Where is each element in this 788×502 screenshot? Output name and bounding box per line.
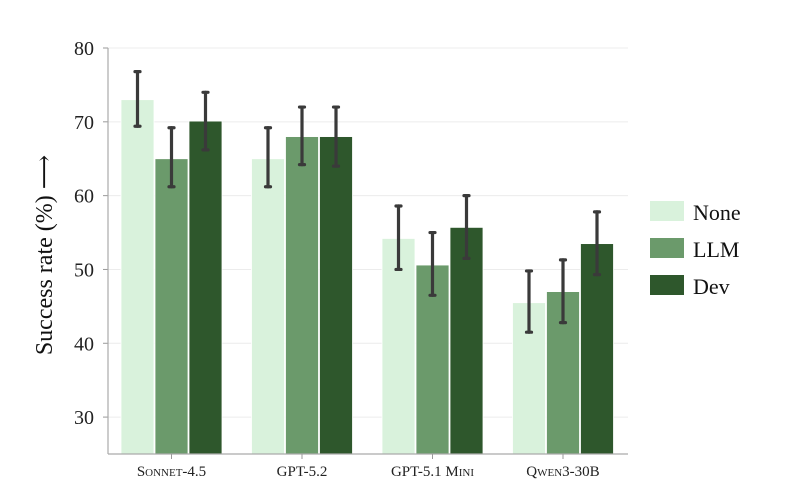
x-category-labels: Sonnet-4.5 GPT-5.2 GPT-5.1 Mini Qwen3-30B — [137, 464, 600, 480]
bar-gpt-5-1-mini-dev — [449, 226, 484, 455]
error-bar-qwen3-30b-llm — [558, 258, 568, 325]
error-bar-qwen3-30b-none — [524, 269, 534, 334]
x-category-label-gpt-5-1-mini: GPT-5.1 Mini — [391, 464, 474, 480]
legend-swatch-llm — [650, 238, 684, 258]
bar-sonnet-4-5-dev — [188, 120, 223, 455]
legend-swatch-none — [650, 201, 684, 221]
x-category-label-gpt-5-2: GPT-5.2 — [277, 464, 328, 480]
y-tick-labels: 30 40 50 60 70 80 — [74, 38, 94, 429]
bar-qwen3-30b-dev — [580, 243, 614, 455]
bars — [120, 99, 614, 455]
x-category-label-sonnet-4-5: Sonnet-4.5 — [137, 464, 206, 480]
error-bar-sonnet-4-5-none — [133, 70, 142, 128]
error-bar-sonnet-4-5-dev — [201, 90, 210, 152]
bar-sonnet-4-5-llm — [154, 158, 189, 455]
legend-swatch-dev — [650, 275, 684, 295]
y-tick-label-50: 50 — [74, 259, 94, 281]
error-bar-gpt-5-2-llm — [297, 105, 307, 167]
error-bar-gpt-5-2-none — [263, 126, 273, 189]
y-axis-title: Success rate (%) ⟶ — [32, 155, 58, 355]
bar-gpt-5-2-dev — [319, 136, 353, 455]
y-tick-label-60: 60 — [74, 186, 94, 208]
bar-gpt-5-2-none — [251, 158, 285, 455]
legend-item-dev: Dev — [650, 274, 730, 299]
y-tick-label-80: 80 — [74, 38, 94, 60]
legend: None LLM Dev — [650, 200, 741, 299]
legend-label-dev: Dev — [693, 274, 730, 299]
bar-sonnet-4-5-none — [120, 99, 155, 455]
error-bar-qwen3-30b-dev — [592, 210, 602, 277]
x-category-label-qwen3-30b: Qwen3-30B — [526, 464, 599, 480]
bar-gpt-5-2-llm — [285, 136, 319, 455]
y-tick-label-70: 70 — [74, 112, 94, 134]
error-bar-gpt-5-1-mini-dev — [462, 194, 471, 260]
axes — [103, 47, 628, 459]
y-tick-label-40: 40 — [74, 333, 94, 355]
error-bars — [133, 70, 602, 334]
legend-item-llm: LLM — [650, 237, 739, 262]
error-bar-gpt-5-2-dev — [331, 105, 341, 168]
error-bar-gpt-5-1-mini-none — [394, 204, 403, 272]
legend-label-llm: LLM — [693, 237, 739, 262]
error-bar-sonnet-4-5-llm — [167, 126, 176, 189]
legend-item-none: None — [650, 200, 741, 225]
y-tick-label-30: 30 — [74, 407, 94, 429]
error-bar-gpt-5-1-mini-llm — [428, 230, 437, 297]
legend-label-none: None — [693, 200, 741, 225]
